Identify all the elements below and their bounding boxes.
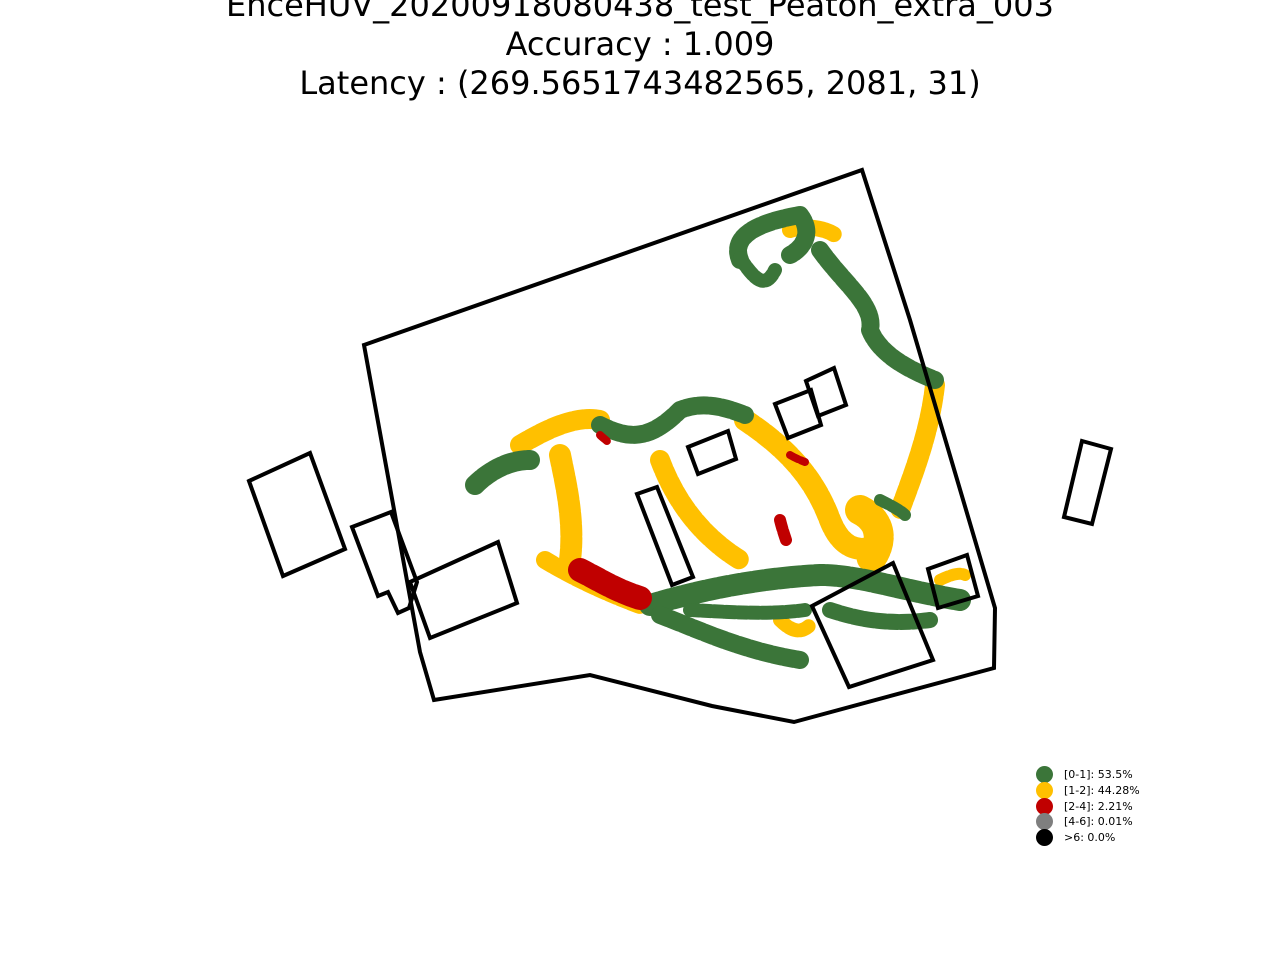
title-line-name: EnceHUV_20200918080438_test_Peaton_extra… — [226, 0, 1054, 24]
track-segment — [639, 564, 971, 616]
track-segment — [683, 603, 812, 620]
legend-label: [1-2]: 44.28% — [1064, 784, 1140, 798]
track-segment — [734, 409, 891, 560]
track-segment — [733, 251, 782, 288]
track-segment — [465, 450, 540, 495]
map-title: EnceHUV_20200918080438_test_Peaton_extra… — [0, 0, 1280, 103]
legend-dot-icon — [1036, 829, 1053, 847]
building-lower-right — [809, 560, 936, 690]
map-outlines — [246, 167, 1114, 725]
building-left-notched — [349, 509, 420, 616]
legend-item: [4-6]: 0.01% — [1036, 813, 1140, 831]
track-segment — [568, 558, 652, 610]
building-lower-left — [407, 539, 520, 641]
legend-item: [1-2]: 44.28% — [1036, 782, 1140, 800]
title-line-latency: Latency : (269.5651743482565, 2081, 31) — [299, 64, 981, 102]
track-segment — [934, 567, 971, 586]
track-segment — [786, 451, 809, 466]
legend-label: [4-6]: 0.01% — [1064, 815, 1133, 829]
track-segment — [845, 495, 894, 575]
track-segment — [773, 613, 817, 638]
track-segment — [774, 514, 792, 546]
legend-label: >6: 0.0% — [1064, 831, 1116, 845]
legend-item: >6: 0.0% — [1036, 829, 1140, 847]
legend-dot-icon — [1036, 782, 1053, 800]
track-segment — [729, 206, 816, 269]
building-left-large — [246, 450, 348, 579]
building-far-right — [1061, 438, 1114, 527]
building-center-small — [685, 428, 739, 477]
building-center-slanted — [634, 484, 696, 588]
legend-dot-icon — [1036, 797, 1053, 815]
legend-item: [0-1]: 53.5% — [1036, 766, 1140, 784]
legend-item: [2-4]: 2.21% — [1036, 797, 1140, 815]
legend-label: [0-1]: 53.5% — [1064, 768, 1133, 782]
building-upper-b — [803, 365, 849, 419]
track-segment — [591, 396, 754, 444]
track-segment — [874, 494, 911, 521]
track-segment — [596, 431, 612, 446]
track-segment — [650, 450, 750, 570]
legend-dot-icon — [1036, 766, 1053, 784]
building-upper-a — [772, 387, 824, 441]
legend-dot-icon — [1036, 813, 1053, 831]
track-segment — [549, 444, 583, 571]
legend-label: [2-4]: 2.21% — [1064, 799, 1133, 813]
track-segment — [811, 241, 944, 389]
title-line-accuracy: Accuracy : 1.009 — [505, 25, 775, 63]
building-right-small — [925, 552, 981, 611]
track-segment — [510, 409, 610, 455]
site-boundary — [361, 167, 998, 725]
track-segment — [890, 375, 945, 520]
track-segment — [651, 606, 809, 669]
trajectory-layer — [465, 206, 971, 669]
legend: [0-1]: 53.5% [1-2]: 44.28% [2-4]: 2.21% [4-… — [1036, 766, 1140, 847]
